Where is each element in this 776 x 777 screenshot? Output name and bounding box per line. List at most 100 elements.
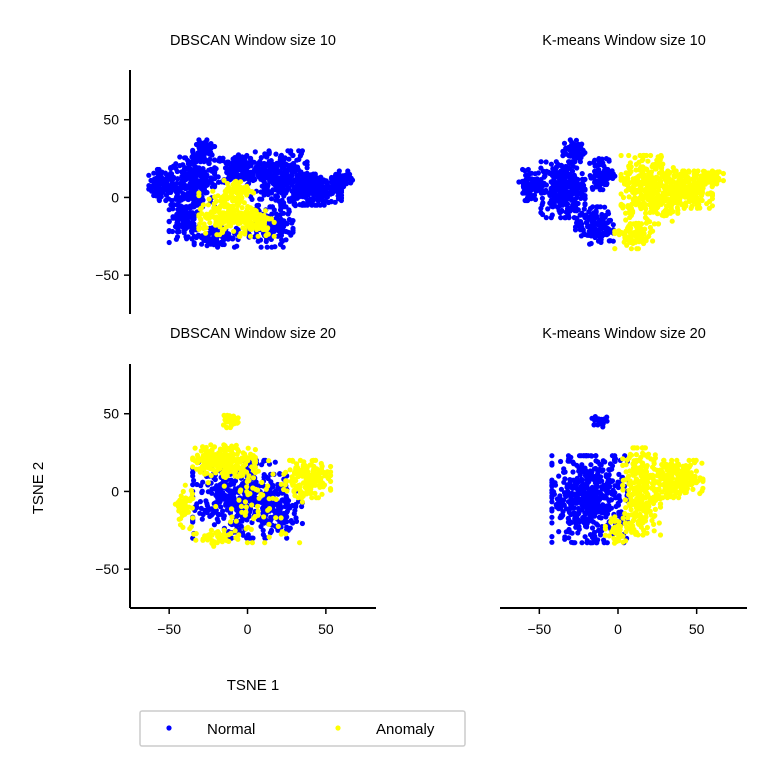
point-normal xyxy=(216,511,222,517)
point-anomaly xyxy=(714,175,721,181)
point-normal xyxy=(220,155,226,161)
point-anomaly xyxy=(720,178,727,184)
point-normal xyxy=(191,221,197,227)
point-anomaly xyxy=(211,543,217,549)
point-anomaly xyxy=(238,179,244,185)
point-normal xyxy=(279,237,285,243)
point-normal xyxy=(230,481,237,487)
point-normal xyxy=(218,504,224,510)
point-anomaly xyxy=(228,204,234,210)
point-anomaly xyxy=(190,455,196,461)
point-anomaly xyxy=(677,175,684,181)
point-anomaly xyxy=(211,205,217,211)
point-anomaly xyxy=(669,218,675,224)
point-anomaly xyxy=(224,210,230,216)
point-anomaly xyxy=(233,214,240,220)
point-normal xyxy=(148,183,154,189)
point-normal xyxy=(596,527,602,533)
point-normal xyxy=(273,151,279,157)
point-normal xyxy=(235,152,242,158)
point-anomaly xyxy=(250,468,257,474)
point-anomaly xyxy=(254,226,260,233)
point-normal xyxy=(282,503,288,510)
point-normal xyxy=(269,226,275,232)
point-normal xyxy=(252,177,258,183)
point-anomaly xyxy=(262,540,268,546)
point-normal xyxy=(190,482,196,488)
point-normal xyxy=(596,158,603,165)
point-normal xyxy=(589,525,596,531)
point-anomaly xyxy=(187,526,193,532)
point-normal xyxy=(328,179,334,185)
point-anomaly xyxy=(295,473,301,480)
point-normal xyxy=(567,477,573,483)
point-normal xyxy=(191,166,197,172)
point-normal xyxy=(275,217,281,224)
point-anomaly xyxy=(198,448,204,454)
point-normal xyxy=(267,169,273,176)
point-normal xyxy=(291,196,298,202)
point-normal xyxy=(560,512,566,519)
point-normal xyxy=(602,181,608,188)
point-normal xyxy=(214,516,220,522)
point-normal xyxy=(597,204,604,210)
point-anomaly xyxy=(653,189,659,196)
point-normal xyxy=(592,414,598,420)
point-normal xyxy=(283,220,289,226)
point-anomaly xyxy=(631,195,638,201)
point-anomaly xyxy=(682,203,689,209)
point-anomaly xyxy=(657,532,664,538)
point-normal xyxy=(297,192,303,198)
point-anomaly xyxy=(237,488,243,494)
y-tick-label: −50 xyxy=(95,561,119,577)
point-anomaly xyxy=(630,179,636,185)
point-normal xyxy=(189,179,195,185)
point-anomaly xyxy=(662,208,668,214)
point-normal xyxy=(174,168,180,175)
point-anomaly xyxy=(634,176,641,182)
point-normal xyxy=(284,535,290,541)
point-normal xyxy=(579,540,585,546)
point-normal xyxy=(336,168,342,174)
point-normal xyxy=(192,170,198,176)
point-normal xyxy=(252,149,258,155)
point-normal xyxy=(578,233,585,239)
point-normal xyxy=(589,453,595,459)
point-normal xyxy=(174,194,180,200)
point-anomaly xyxy=(658,152,664,159)
point-anomaly xyxy=(261,514,267,520)
point-anomaly xyxy=(672,196,678,202)
point-anomaly xyxy=(618,171,624,178)
point-anomaly xyxy=(633,167,639,173)
point-normal xyxy=(591,529,598,536)
point-anomaly xyxy=(202,213,208,220)
point-normal xyxy=(538,177,544,183)
point-anomaly xyxy=(289,474,295,480)
point-normal xyxy=(254,202,260,209)
point-anomaly xyxy=(241,200,247,206)
point-normal xyxy=(196,154,202,160)
point-normal xyxy=(212,157,218,163)
point-normal xyxy=(322,198,329,204)
point-anomaly xyxy=(621,181,628,187)
point-normal xyxy=(209,239,215,245)
point-anomaly xyxy=(198,217,204,223)
point-normal xyxy=(338,192,345,198)
point-normal xyxy=(308,172,314,178)
point-anomaly xyxy=(179,510,185,516)
point-normal xyxy=(267,178,273,184)
point-normal xyxy=(281,497,288,503)
point-normal xyxy=(562,215,568,221)
point-anomaly xyxy=(265,231,271,237)
point-normal xyxy=(602,204,608,210)
point-normal xyxy=(606,157,612,163)
series-anomaly xyxy=(196,177,277,239)
point-normal xyxy=(211,509,218,515)
point-anomaly xyxy=(663,203,670,209)
point-normal xyxy=(600,424,606,430)
point-anomaly xyxy=(644,524,651,531)
point-anomaly xyxy=(309,495,315,501)
point-anomaly xyxy=(642,215,649,221)
point-normal xyxy=(289,163,295,169)
point-normal xyxy=(615,502,622,508)
